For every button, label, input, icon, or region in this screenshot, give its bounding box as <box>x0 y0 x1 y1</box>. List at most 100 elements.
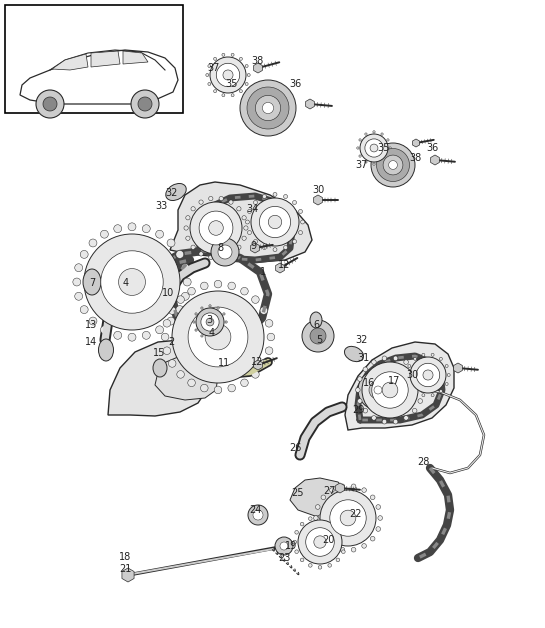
Polygon shape <box>253 360 262 370</box>
Circle shape <box>253 510 263 520</box>
Circle shape <box>188 288 195 295</box>
Circle shape <box>214 280 222 288</box>
Circle shape <box>373 131 375 133</box>
Circle shape <box>209 256 213 259</box>
Circle shape <box>156 326 163 333</box>
Circle shape <box>352 548 356 552</box>
Circle shape <box>369 381 387 399</box>
Ellipse shape <box>99 339 113 361</box>
Circle shape <box>119 269 146 295</box>
Polygon shape <box>253 63 262 73</box>
Circle shape <box>259 207 290 237</box>
Polygon shape <box>453 363 462 373</box>
Circle shape <box>237 245 241 249</box>
Text: 37: 37 <box>207 63 219 73</box>
Circle shape <box>373 163 375 165</box>
Circle shape <box>138 97 152 111</box>
Text: 36: 36 <box>289 79 301 89</box>
Circle shape <box>223 70 233 80</box>
Circle shape <box>245 65 248 67</box>
Circle shape <box>239 90 243 93</box>
Circle shape <box>128 333 136 341</box>
Polygon shape <box>290 478 348 516</box>
Circle shape <box>293 540 296 544</box>
Circle shape <box>209 305 211 307</box>
Circle shape <box>365 133 367 135</box>
Circle shape <box>320 490 376 546</box>
Circle shape <box>199 200 203 204</box>
Circle shape <box>267 333 275 341</box>
Circle shape <box>228 384 235 392</box>
Circle shape <box>328 563 331 567</box>
Circle shape <box>256 95 281 121</box>
Circle shape <box>191 207 195 211</box>
Circle shape <box>75 292 83 300</box>
Circle shape <box>358 377 362 381</box>
Circle shape <box>371 495 375 500</box>
Circle shape <box>252 296 259 303</box>
Circle shape <box>253 200 257 205</box>
Circle shape <box>371 536 375 541</box>
Circle shape <box>188 379 195 387</box>
Circle shape <box>376 527 380 531</box>
Circle shape <box>359 155 361 157</box>
Text: 5: 5 <box>316 335 322 345</box>
Circle shape <box>260 360 268 367</box>
Circle shape <box>295 550 299 553</box>
Circle shape <box>172 291 264 383</box>
Circle shape <box>214 90 216 93</box>
Circle shape <box>181 292 189 300</box>
Circle shape <box>229 200 233 204</box>
Circle shape <box>371 143 415 187</box>
Circle shape <box>100 326 108 333</box>
Circle shape <box>328 517 331 521</box>
Text: 32: 32 <box>356 335 368 345</box>
Text: 25: 25 <box>290 488 303 498</box>
Circle shape <box>283 246 288 249</box>
Circle shape <box>265 320 273 327</box>
Circle shape <box>195 329 197 331</box>
Circle shape <box>330 488 334 492</box>
Circle shape <box>73 278 81 286</box>
Text: 37: 37 <box>356 160 368 170</box>
Polygon shape <box>336 483 344 493</box>
Circle shape <box>210 57 246 93</box>
Circle shape <box>188 307 248 367</box>
Circle shape <box>242 236 246 241</box>
Circle shape <box>342 550 345 553</box>
Text: 23: 23 <box>278 553 290 563</box>
Circle shape <box>340 548 345 552</box>
Circle shape <box>186 215 190 220</box>
Text: 28: 28 <box>417 457 429 467</box>
Circle shape <box>247 73 250 77</box>
Circle shape <box>336 558 340 561</box>
Circle shape <box>201 282 208 290</box>
Circle shape <box>293 200 296 205</box>
Circle shape <box>262 102 274 114</box>
Circle shape <box>422 354 425 356</box>
Circle shape <box>318 515 322 519</box>
Text: 2: 2 <box>168 337 174 347</box>
Text: 16: 16 <box>363 378 375 388</box>
Circle shape <box>393 420 398 424</box>
Text: 4: 4 <box>209 328 215 338</box>
Text: 4: 4 <box>123 278 129 288</box>
Circle shape <box>308 563 312 567</box>
Circle shape <box>206 73 209 77</box>
Text: 31: 31 <box>357 353 369 363</box>
Text: 17: 17 <box>388 376 400 386</box>
Ellipse shape <box>166 183 186 200</box>
Circle shape <box>382 382 398 398</box>
Text: 8: 8 <box>217 243 223 253</box>
Polygon shape <box>170 182 312 262</box>
Circle shape <box>223 313 225 315</box>
Circle shape <box>231 94 234 97</box>
Circle shape <box>439 390 443 392</box>
Polygon shape <box>413 139 420 147</box>
Text: 38: 38 <box>251 56 263 66</box>
Circle shape <box>222 94 225 97</box>
Circle shape <box>413 367 417 372</box>
Circle shape <box>300 522 304 526</box>
Circle shape <box>431 394 434 397</box>
Circle shape <box>293 239 296 244</box>
